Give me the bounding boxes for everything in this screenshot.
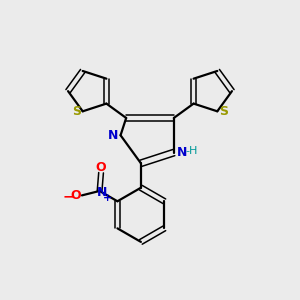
Text: +: +: [103, 193, 112, 203]
Text: N: N: [107, 129, 118, 142]
Text: −: −: [63, 189, 74, 203]
Text: O: O: [70, 189, 81, 202]
Text: S: S: [219, 105, 228, 118]
Text: -H: -H: [186, 146, 198, 156]
Text: N: N: [97, 186, 107, 199]
Text: S: S: [72, 105, 81, 118]
Text: O: O: [96, 161, 106, 174]
Text: N: N: [177, 146, 187, 159]
